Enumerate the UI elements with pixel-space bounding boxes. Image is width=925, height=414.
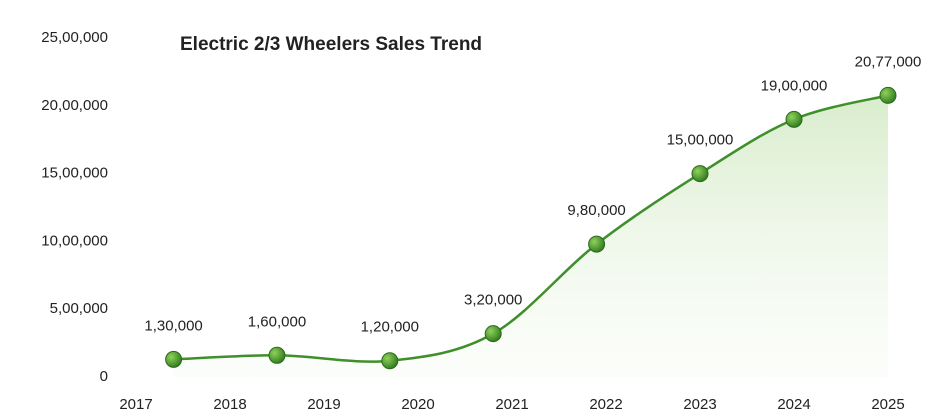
x-tick-label: 2025 bbox=[871, 396, 904, 413]
area bbox=[173, 95, 889, 378]
x-tick-label: 2020 bbox=[401, 396, 434, 413]
line bbox=[173, 94, 889, 363]
x-tick-label: 2017 bbox=[119, 396, 152, 413]
point bbox=[381, 352, 399, 370]
y-tick-label: 20,00,000 bbox=[41, 97, 108, 114]
point bbox=[691, 165, 709, 183]
data-label: 15,00,000 bbox=[667, 132, 734, 149]
point bbox=[588, 235, 606, 253]
point bbox=[268, 346, 286, 364]
data-label: 9,80,000 bbox=[567, 202, 625, 219]
point bbox=[785, 110, 803, 128]
point bbox=[484, 325, 502, 343]
data-label: 3,20,000 bbox=[464, 292, 522, 309]
x-tick-label: 2023 bbox=[683, 396, 716, 413]
y-tick-label: 10,00,000 bbox=[41, 232, 108, 249]
data-label: 20,77,000 bbox=[855, 53, 922, 70]
point bbox=[165, 350, 183, 368]
data-label: 19,00,000 bbox=[761, 77, 828, 94]
x-tick-label: 2024 bbox=[777, 396, 810, 413]
x-tick-label: 2019 bbox=[307, 396, 340, 413]
y-tick-label: 25,00,000 bbox=[41, 29, 108, 46]
y-tick-label: 0 bbox=[100, 368, 108, 385]
x-tick-label: 2021 bbox=[495, 396, 528, 413]
data-label: 1,30,000 bbox=[144, 317, 202, 334]
x-tick-label: 2022 bbox=[589, 396, 622, 413]
y-tick-label: 15,00,000 bbox=[41, 165, 108, 182]
y-tick-label: 5,00,000 bbox=[50, 300, 108, 317]
point bbox=[879, 86, 897, 104]
data-label: 1,60,000 bbox=[248, 313, 306, 330]
chart-title: Electric 2/3 Wheelers Sales Trend bbox=[180, 34, 482, 55]
x-tick-label: 2018 bbox=[213, 396, 246, 413]
data-label: 1,20,000 bbox=[361, 319, 419, 336]
